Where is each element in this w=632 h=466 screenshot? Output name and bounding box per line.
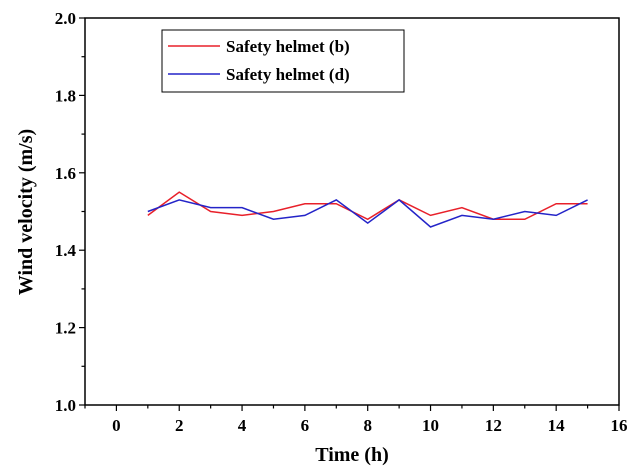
series-line-d: [147, 198, 588, 228]
legend: Safety helmet (b) Safety helmet (d): [161, 29, 405, 93]
x-tick-label: 0: [112, 416, 121, 435]
x-tick-label: 4: [238, 416, 247, 435]
x-tick-label: 8: [363, 416, 372, 435]
x-tick-label: 12: [485, 416, 502, 435]
x-tick-label: 6: [301, 416, 310, 435]
y-tick-label: 2.0: [55, 9, 76, 28]
x-tick-label: 2: [175, 416, 184, 435]
y-axis-ticks: 1.0 1.2 1.4 1.6 1.8 2.0: [55, 9, 85, 415]
legend-label-b: Safety helmet (b): [226, 37, 350, 56]
x-axis-ticks: 0 2 4 6 8 10 12 14 16: [84, 405, 628, 435]
x-tick-label: 10: [422, 416, 439, 435]
y-tick-label: 1.4: [55, 241, 77, 260]
y-tick-label: 1.0: [55, 396, 76, 415]
x-tick-label: 14: [548, 416, 566, 435]
series-line-b: [147, 191, 588, 221]
y-tick-label: 1.8: [55, 86, 76, 105]
legend-label-d: Safety helmet (d): [226, 65, 350, 84]
y-tick-label: 1.2: [55, 319, 76, 338]
y-tick-label: 1.6: [55, 164, 76, 183]
x-axis-title: Time (h): [315, 444, 389, 466]
series-layer: [147, 191, 588, 228]
y-axis-title: Wind velocity (m/s): [15, 129, 37, 295]
legend-box: [161, 29, 405, 93]
x-tick-label: 16: [611, 416, 628, 435]
